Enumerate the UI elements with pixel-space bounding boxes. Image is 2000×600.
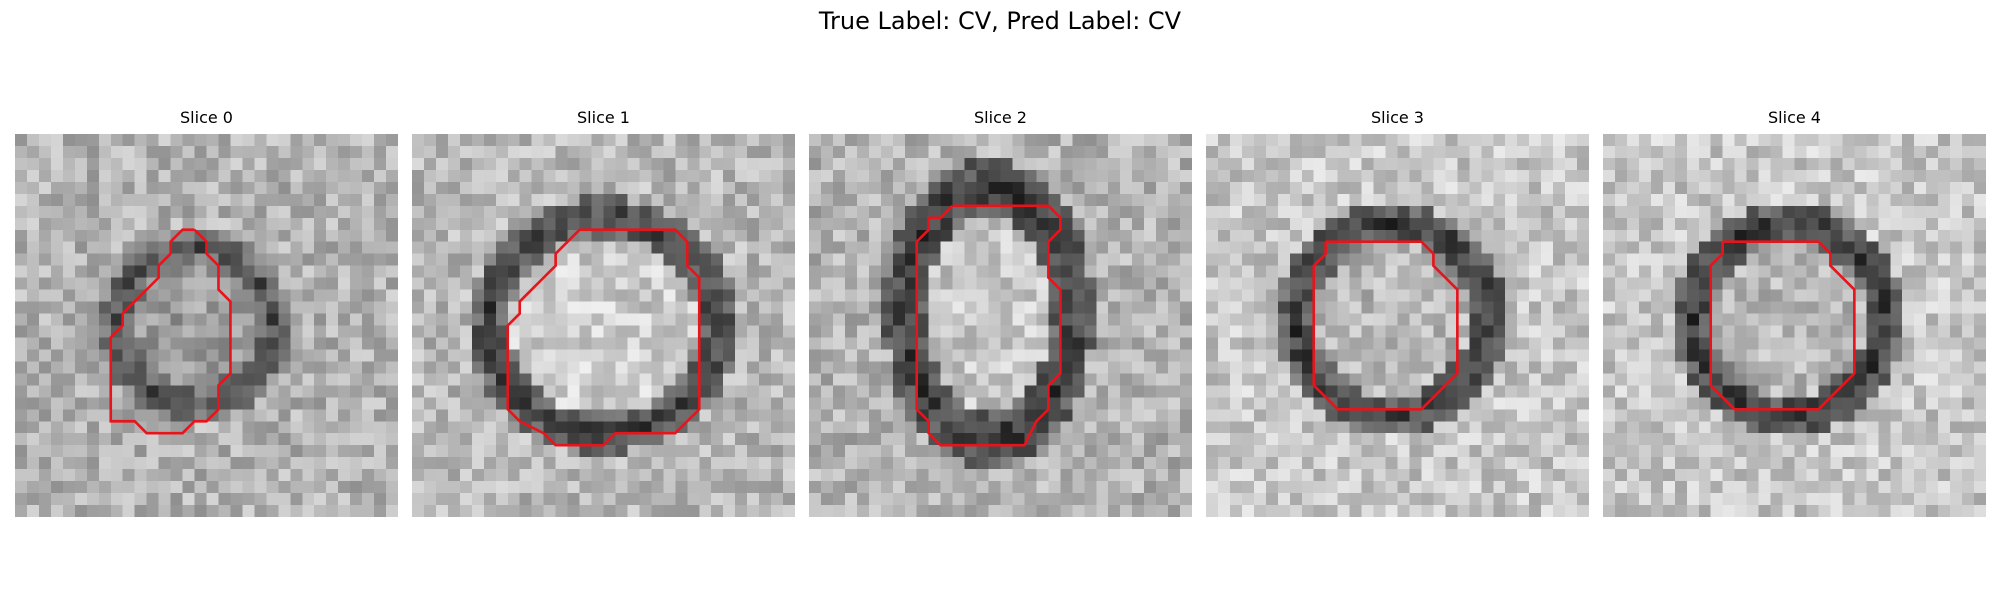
- slice-image: [15, 134, 398, 517]
- grayscale-pixels: [15, 134, 398, 517]
- figure-title: True Label: CV, Pred Label: CV: [818, 7, 1182, 35]
- slice-title: Slice 4: [1768, 108, 1821, 127]
- slice-panel-1: Slice 1: [412, 108, 795, 517]
- grayscale-pixels: [809, 134, 1192, 517]
- slice-panel-0: Slice 0: [15, 108, 398, 517]
- slice-image: [809, 134, 1192, 517]
- slice-image: [1603, 134, 1986, 517]
- slice-image: [412, 134, 795, 517]
- slice-title: Slice 0: [180, 108, 233, 127]
- slice-panel-3: Slice 3: [1206, 108, 1589, 517]
- slice-panel-4: Slice 4: [1603, 108, 1986, 517]
- slice-title: Slice 3: [1371, 108, 1424, 127]
- segmentation-contour: [109, 228, 232, 435]
- slice-title: Slice 2: [974, 108, 1027, 127]
- slice-image: [1206, 134, 1589, 517]
- slice-title: Slice 1: [577, 108, 630, 127]
- segmentation-contour: [915, 204, 1062, 447]
- slice-panel-2: Slice 2: [809, 108, 1192, 517]
- segmentation-contour: [506, 228, 701, 447]
- grayscale-pixels: [1603, 134, 1986, 517]
- grayscale-pixels: [412, 134, 795, 517]
- segmentation-contour: [1709, 240, 1856, 411]
- grayscale-pixels: [1206, 134, 1589, 517]
- segmentation-contour: [1312, 240, 1459, 411]
